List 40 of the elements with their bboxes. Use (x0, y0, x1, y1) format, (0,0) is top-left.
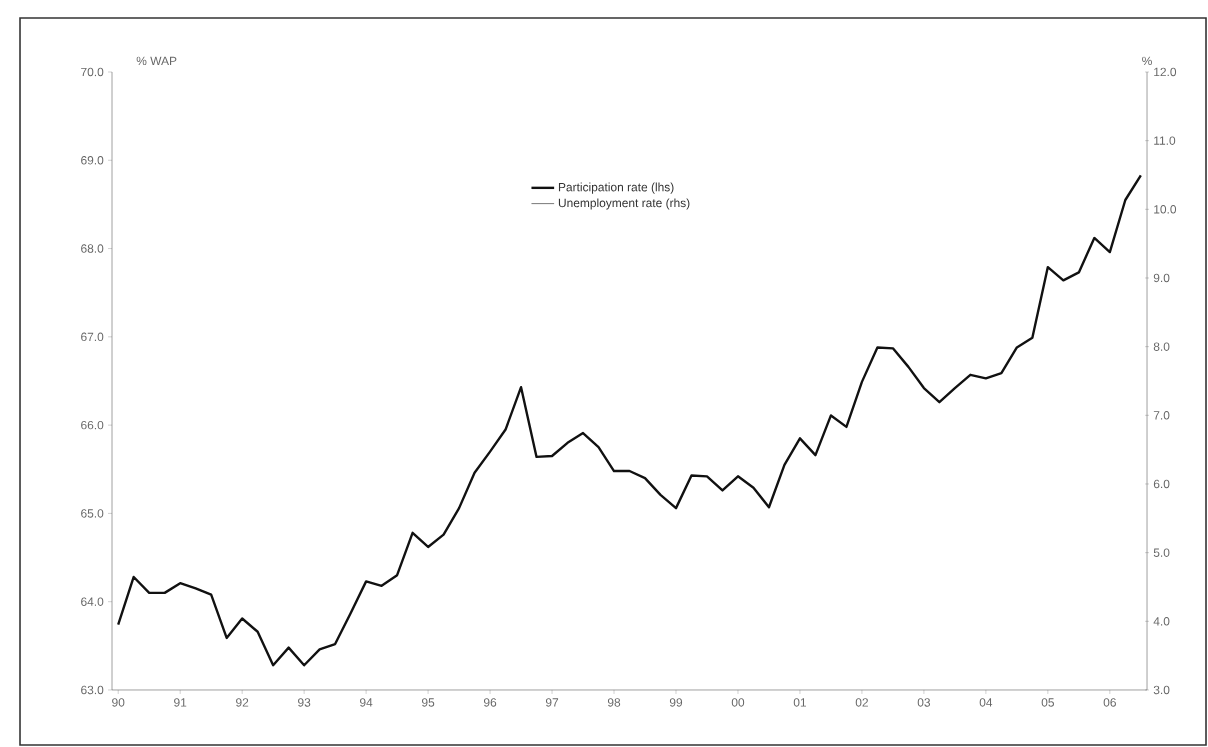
x-tick-label: 96 (483, 698, 497, 707)
x-tick-label: 00 (731, 698, 745, 707)
y2-tick-label: 12.0 (1154, 67, 1177, 77)
x-tick-label: 06 (1103, 698, 1116, 707)
y2-tick-label: 7.0 (1153, 411, 1170, 420)
y2-tick-label: 3.0 (1153, 685, 1170, 695)
y2-tick-label: 4.0 (1153, 617, 1170, 626)
x-tick-label: 93 (298, 698, 311, 707)
y2-tick-label: 9.0 (1153, 273, 1170, 283)
line-series (117, 174, 1143, 667)
x-tick-label: 04 (979, 698, 993, 707)
x-tick-label: 95 (422, 698, 435, 707)
y2-tick-label: 10.0 (1154, 205, 1177, 214)
x-tick-label: 98 (607, 698, 621, 707)
x-tick-label: 03 (917, 698, 931, 707)
legend-label: Unemployment rate (rhs) (558, 198, 690, 210)
x-tick-label: 90 (112, 698, 125, 707)
y2-axis-title: % (1142, 56, 1152, 66)
x-tick-label: 97 (545, 698, 559, 707)
x-tick-label: 02 (855, 698, 868, 707)
y-tick-label: 68.0 (81, 244, 104, 253)
y-tick-label: 69.0 (81, 156, 104, 165)
y-tick-label: 70.0 (81, 67, 104, 77)
y-tick-label: 63.0 (81, 685, 104, 695)
x-tick-label: 91 (174, 698, 187, 707)
y-tick-label: 64.0 (81, 597, 104, 606)
x-tick-label: 05 (1041, 698, 1054, 707)
x-tick-label: 99 (669, 698, 683, 707)
y2-tick-label: 11.0 (1154, 136, 1176, 145)
x-tick-label: 94 (360, 698, 373, 707)
y2-tick-label: 6.0 (1153, 479, 1170, 489)
legend-label: Participation rate (lhs) (558, 182, 674, 194)
y2-tick-label: 5.0 (1153, 548, 1170, 557)
x-tick-label: 92 (236, 698, 249, 707)
y-tick-label: 67.0 (81, 332, 104, 342)
y-axis-title: % WAP (136, 56, 177, 66)
y-tick-label: 66.0 (81, 420, 104, 430)
x-tick-label: 01 (793, 698, 807, 707)
y-tick-label: 65.0 (81, 509, 104, 518)
y2-tick-label: 8.0 (1153, 342, 1170, 351)
